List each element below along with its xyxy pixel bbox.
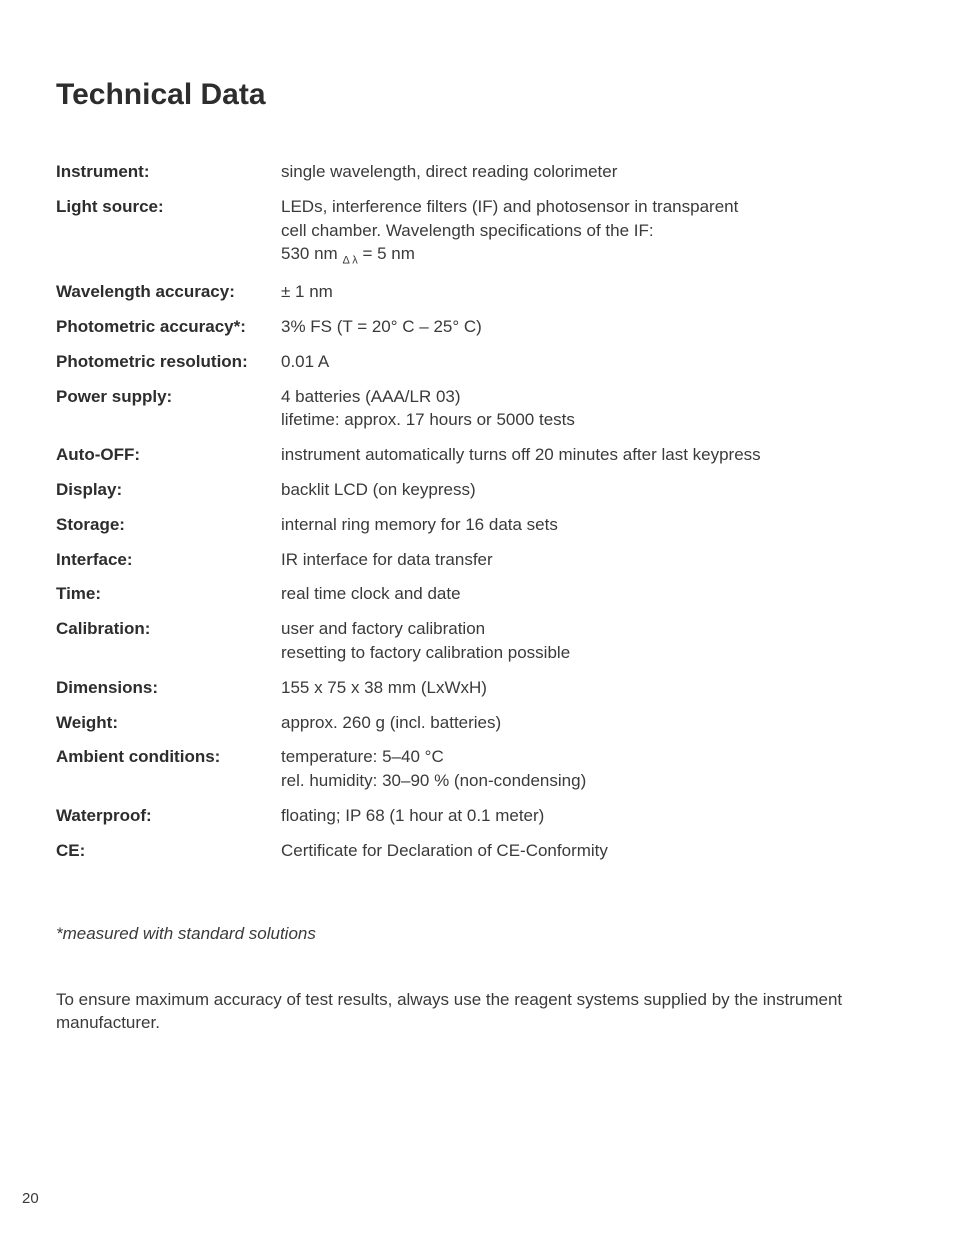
spec-value: instrument automatically turns off 20 mi… — [281, 443, 898, 478]
spec-value-line: resetting to factory calibration possibl… — [281, 643, 570, 662]
spec-row-weight: Weight: approx. 260 g (incl. batteries) — [56, 711, 898, 746]
spec-label: Calibration: — [56, 617, 281, 676]
spec-value: 155 x 75 x 38 mm (LxWxH) — [281, 676, 898, 711]
spec-table: Instrument: single wavelength, direct re… — [56, 160, 898, 874]
spec-row-display: Display: backlit LCD (on keypress) — [56, 478, 898, 513]
spec-row-instrument: Instrument: single wavelength, direct re… — [56, 160, 898, 195]
spec-value: Certificate for Declaration of CE-Confor… — [281, 839, 898, 874]
spec-value-line: cell chamber. Wavelength specifications … — [281, 221, 654, 240]
spec-label: Time: — [56, 582, 281, 617]
footnote-text: *measured with standard solutions — [56, 924, 898, 944]
spec-value: real time clock and date — [281, 582, 898, 617]
spec-value-line: 4 batteries (AAA/LR 03) — [281, 387, 461, 406]
spec-label: Auto-OFF: — [56, 443, 281, 478]
spec-value: 0.01 A — [281, 350, 898, 385]
spec-value-subscript: Δ λ — [342, 255, 357, 267]
spec-value-line: temperature: 5–40 °C — [281, 747, 444, 766]
spec-value: approx. 260 g (incl. batteries) — [281, 711, 898, 746]
page-number: 20 — [22, 1190, 39, 1207]
spec-row-waterproof: Waterproof: floating; IP 68 (1 hour at 0… — [56, 804, 898, 839]
spec-row-ambient-conditions: Ambient conditions: temperature: 5–40 °C… — [56, 745, 898, 804]
spec-row-calibration: Calibration: user and factory calibratio… — [56, 617, 898, 676]
spec-row-interface: Interface: IR interface for data transfe… — [56, 548, 898, 583]
spec-label: Instrument: — [56, 160, 281, 195]
spec-row-auto-off: Auto-OFF: instrument automatically turns… — [56, 443, 898, 478]
spec-label: Photometric resolution: — [56, 350, 281, 385]
spec-value-line-post: = 5 nm — [358, 244, 415, 263]
spec-value: IR interface for data transfer — [281, 548, 898, 583]
spec-label: Light source: — [56, 195, 281, 280]
spec-label: Dimensions: — [56, 676, 281, 711]
spec-value: internal ring memory for 16 data sets — [281, 513, 898, 548]
page-title: Technical Data — [56, 78, 898, 112]
spec-label: Wavelength accuracy: — [56, 280, 281, 315]
spec-value: floating; IP 68 (1 hour at 0.1 meter) — [281, 804, 898, 839]
spec-row-time: Time: real time clock and date — [56, 582, 898, 617]
spec-value: 3% FS (T = 20° C – 25° C) — [281, 315, 898, 350]
spec-label: Weight: — [56, 711, 281, 746]
spec-value: 4 batteries (AAA/LR 03) lifetime: approx… — [281, 385, 898, 444]
spec-label: Display: — [56, 478, 281, 513]
spec-label: Storage: — [56, 513, 281, 548]
spec-value: single wavelength, direct reading colori… — [281, 160, 898, 195]
spec-row-photometric-resolution: Photometric resolution: 0.01 A — [56, 350, 898, 385]
spec-label: CE: — [56, 839, 281, 874]
spec-value: LEDs, interference filters (IF) and phot… — [281, 195, 898, 280]
spec-value-line: rel. humidity: 30–90 % (non-condensing) — [281, 771, 586, 790]
spec-value-line: LEDs, interference filters (IF) and phot… — [281, 197, 738, 216]
spec-row-ce: CE: Certificate for Declaration of CE-Co… — [56, 839, 898, 874]
spec-label: Photometric accuracy*: — [56, 315, 281, 350]
spec-label: Ambient conditions: — [56, 745, 281, 804]
spec-row-light-source: Light source: LEDs, interference filters… — [56, 195, 898, 280]
spec-value-line: lifetime: approx. 17 hours or 5000 tests — [281, 410, 575, 429]
spec-value: ± 1 nm — [281, 280, 898, 315]
spec-value: user and factory calibration resetting t… — [281, 617, 898, 676]
spec-row-power-supply: Power supply: 4 batteries (AAA/LR 03) li… — [56, 385, 898, 444]
spec-value-line-pre: 530 nm — [281, 244, 342, 263]
spec-label: Interface: — [56, 548, 281, 583]
spec-value: backlit LCD (on keypress) — [281, 478, 898, 513]
spec-value-line: user and factory calibration — [281, 619, 485, 638]
closing-text: To ensure maximum accuracy of test resul… — [56, 988, 898, 1036]
spec-row-photometric-accuracy: Photometric accuracy*: 3% FS (T = 20° C … — [56, 315, 898, 350]
spec-label: Power supply: — [56, 385, 281, 444]
spec-label: Waterproof: — [56, 804, 281, 839]
spec-row-wavelength-accuracy: Wavelength accuracy: ± 1 nm — [56, 280, 898, 315]
spec-row-storage: Storage: internal ring memory for 16 dat… — [56, 513, 898, 548]
spec-value: temperature: 5–40 °C rel. humidity: 30–9… — [281, 745, 898, 804]
spec-row-dimensions: Dimensions: 155 x 75 x 38 mm (LxWxH) — [56, 676, 898, 711]
